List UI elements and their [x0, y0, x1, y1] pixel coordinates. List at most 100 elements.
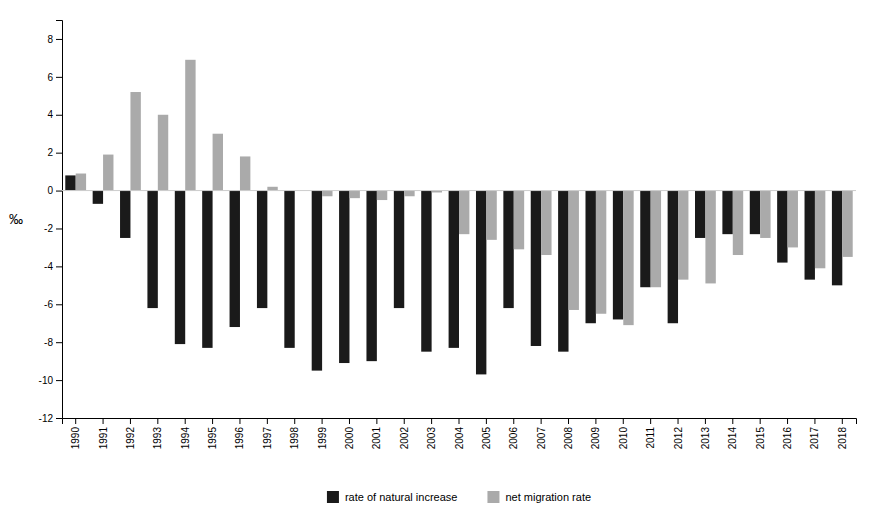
- x-tick: 1991: [98, 418, 109, 449]
- x-tick-label: 1994: [180, 427, 191, 450]
- x-tick-mark: [157, 418, 158, 424]
- x-tick-mark: [595, 418, 596, 424]
- x-tick: 2001: [371, 418, 382, 449]
- x-tick: 2008: [563, 418, 574, 449]
- x-tick-mark: [322, 418, 323, 424]
- x-tick-mark: [568, 418, 569, 424]
- bar: [312, 191, 322, 371]
- y-tick-label: -4: [44, 261, 53, 272]
- y-tick-mark: [56, 115, 62, 116]
- plot: -12-10-8-6-4-202468199019911992199319941…: [39, 21, 857, 450]
- y-tick: 4: [47, 109, 62, 120]
- bar: [722, 191, 732, 235]
- x-tick: 2002: [399, 418, 410, 449]
- x-tick: 2011: [645, 418, 656, 449]
- y-tick: -12: [39, 413, 62, 424]
- x-tick: 2018: [837, 418, 848, 449]
- x-tick: 2010: [618, 418, 629, 449]
- x-tick-label: 1992: [125, 427, 136, 450]
- y-tick-label: -6: [44, 299, 53, 310]
- x-tick: 1995: [207, 418, 218, 449]
- bar: [668, 191, 678, 324]
- x-axis-line: [63, 419, 857, 425]
- series: [65, 175, 842, 374]
- bar: [695, 191, 705, 238]
- x-tick-mark: [760, 418, 761, 424]
- bar: [175, 191, 185, 345]
- x-tick-label: 2017: [809, 427, 820, 450]
- x-tick: 2007: [536, 418, 547, 449]
- bar: [760, 191, 770, 238]
- y-tick: -2: [44, 223, 62, 234]
- bar: [120, 191, 130, 238]
- x-tick-mark: [267, 418, 268, 424]
- bar: [257, 191, 267, 309]
- bar: [147, 191, 157, 309]
- x-axis: 1990199119921993199419951996199719981999…: [63, 418, 857, 449]
- bar: [832, 191, 842, 286]
- x-tick: 2017: [809, 418, 820, 449]
- bar: [476, 191, 486, 375]
- bar: [569, 191, 579, 310]
- chart: -12-10-8-6-4-202468199019911992199319941…: [0, 0, 876, 513]
- x-tick-label: 2009: [590, 427, 601, 450]
- x-tick-label: 2004: [454, 427, 465, 450]
- x-tick-mark: [623, 418, 624, 424]
- x-tick-label: 2018: [837, 427, 848, 450]
- bar: [158, 115, 168, 191]
- legend-item: rate of natural increase: [327, 491, 458, 503]
- bar: [596, 191, 606, 314]
- x-tick-label: 2014: [727, 427, 738, 450]
- x-tick-label: 2005: [481, 427, 492, 450]
- bar: [777, 191, 787, 263]
- bar: [240, 156, 250, 190]
- x-tick-mark: [185, 418, 186, 424]
- x-tick-mark: [103, 418, 104, 424]
- bar: [230, 191, 240, 327]
- x-tick: 2012: [673, 418, 684, 449]
- baseline: [62, 190, 856, 191]
- bar: [322, 191, 332, 197]
- bar: [805, 191, 815, 280]
- y-tick-mark: [56, 380, 62, 381]
- y-tick-mark: [56, 342, 62, 343]
- y-tick-label: 2: [47, 147, 53, 158]
- x-tick: 2015: [755, 418, 766, 449]
- bar: [65, 175, 75, 190]
- x-tick-mark: [130, 418, 131, 424]
- bar: [394, 191, 404, 309]
- x-tick: 2014: [727, 418, 738, 449]
- y-tick-mark: [56, 228, 62, 229]
- x-tick-label: 1993: [152, 427, 163, 450]
- legend: rate of natural increasenet migration ra…: [327, 491, 591, 503]
- bar: [421, 191, 431, 352]
- x-tick: 1993: [152, 418, 163, 449]
- x-tick-mark: [787, 418, 788, 424]
- x-tick-label: 2008: [563, 427, 574, 450]
- x-tick-mark: [842, 418, 843, 424]
- bar: [705, 191, 715, 284]
- y-axis-line: [56, 21, 63, 419]
- x-tick-label: 2006: [508, 427, 519, 450]
- x-tick: 1996: [234, 418, 245, 449]
- x-tick: 2016: [782, 418, 793, 449]
- y-tick-label: 6: [47, 72, 53, 83]
- x-tick-label: 2013: [700, 427, 711, 450]
- x-tick-mark: [239, 418, 240, 424]
- x-tick-label: 1995: [207, 427, 218, 450]
- y-tick-label: 4: [47, 109, 53, 120]
- bar: [733, 191, 743, 255]
- x-tick: 2004: [454, 418, 465, 449]
- x-tick-mark: [404, 418, 405, 424]
- x-tick-mark: [294, 418, 295, 424]
- x-tick: 1998: [289, 418, 300, 449]
- x-tick-mark: [459, 418, 460, 424]
- bar: [377, 191, 387, 200]
- x-tick-mark: [732, 418, 733, 424]
- series: [76, 60, 853, 325]
- y-tick: 0: [47, 185, 62, 196]
- bar: [349, 191, 359, 199]
- legend-label: rate of natural increase: [345, 491, 458, 503]
- x-tick-label: 2016: [782, 427, 793, 450]
- y-tick-label: -12: [39, 413, 54, 424]
